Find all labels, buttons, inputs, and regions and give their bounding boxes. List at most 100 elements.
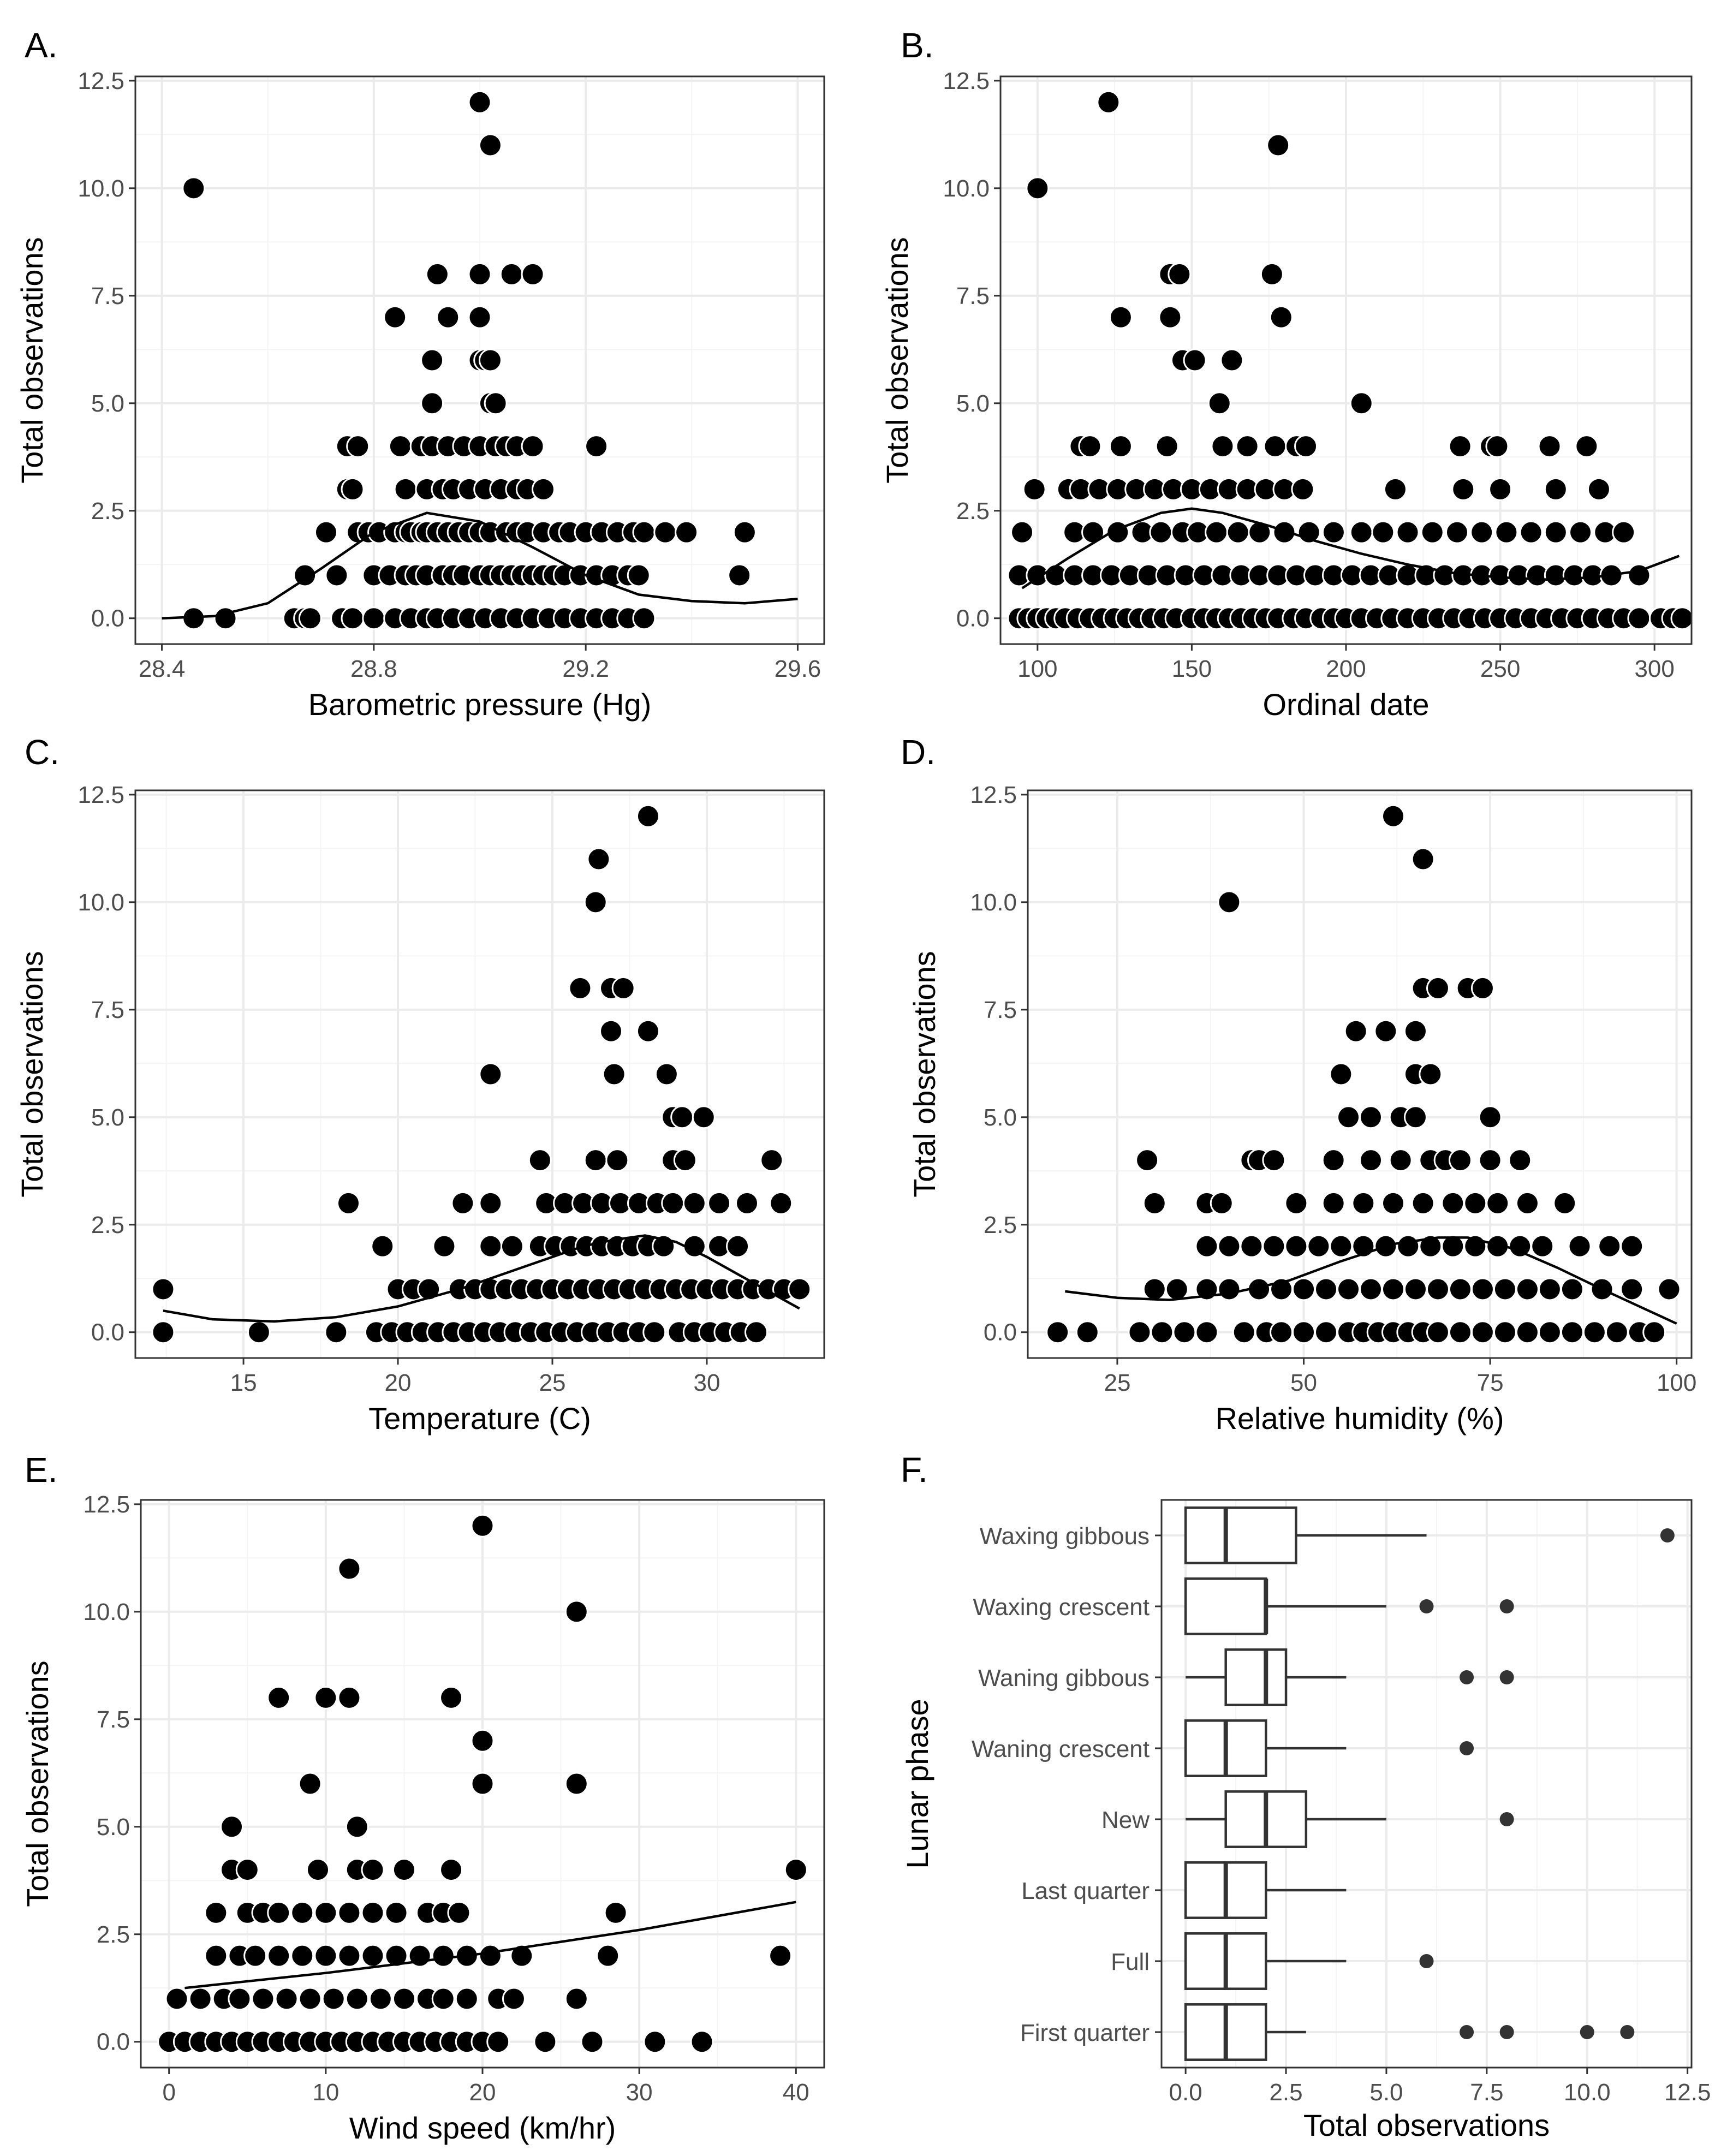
data-point — [362, 606, 386, 630]
data-point — [293, 563, 317, 587]
box-waxing-crescent — [1184, 1577, 1514, 1635]
data-point — [1451, 477, 1475, 501]
data-point — [653, 520, 677, 544]
data-point — [1403, 1019, 1427, 1043]
data-point — [451, 1191, 475, 1215]
data-point — [1486, 1191, 1510, 1215]
smooth-trend-line — [184, 1901, 796, 1990]
data-point — [602, 1062, 626, 1086]
x-tick-label: 20 — [385, 1369, 412, 1396]
box-iqr — [1184, 1506, 1297, 1564]
y-tick-label: 10.0 — [83, 1599, 130, 1625]
panel-label: C. — [25, 732, 59, 772]
outlier-point — [1580, 2025, 1594, 2039]
data-point — [479, 1191, 503, 1215]
category-label: Last quarter — [1021, 1878, 1150, 1904]
y-tick-label: 0.0 — [97, 2029, 130, 2056]
data-point — [1657, 1277, 1681, 1301]
data-point — [1374, 1019, 1398, 1043]
data-point — [1329, 1234, 1353, 1258]
data-point — [1508, 1148, 1532, 1172]
smooth-trend-line — [163, 1234, 800, 1323]
data-point — [1195, 1320, 1219, 1344]
plot-frame — [1027, 789, 1693, 1359]
data-point — [478, 348, 502, 372]
data-point — [583, 890, 608, 914]
data-point — [1026, 176, 1050, 200]
x-tick-label: 25 — [1104, 1369, 1130, 1396]
data-point — [447, 1901, 471, 1925]
x-tick-label: 28.4 — [139, 656, 186, 682]
panel-label: B. — [901, 26, 933, 65]
box-iqr — [1224, 1648, 1288, 1706]
data-point — [1448, 1148, 1472, 1172]
data-point — [1269, 305, 1293, 329]
data-point — [361, 1944, 385, 1968]
data-point — [1260, 262, 1284, 286]
data-point — [1478, 1148, 1502, 1172]
data-points — [1046, 804, 1681, 1344]
data-point — [682, 1191, 706, 1215]
data-point — [1075, 1320, 1099, 1344]
x-tick-label: 15 — [230, 1369, 257, 1396]
data-point — [707, 1191, 731, 1215]
data-point — [1448, 1277, 1472, 1301]
y-tick-label: 12.5 — [943, 68, 990, 94]
data-point — [1389, 1148, 1413, 1172]
data-point — [1515, 1277, 1539, 1301]
data-point — [784, 1858, 808, 1882]
data-point — [769, 1191, 793, 1215]
data-point — [1494, 520, 1518, 544]
data-point — [1396, 520, 1420, 544]
outlier-point — [1419, 1954, 1434, 1968]
data-point — [1022, 477, 1046, 501]
plot-frame — [1160, 1499, 1693, 2069]
data-point — [478, 133, 502, 157]
data-point — [1403, 1105, 1427, 1129]
panel-e-scatter: E. 0 10 20 30 40 0.0 2.5 5.0 7.5 10.0 12.5 Wind spee… — [20, 1450, 825, 2145]
data-point — [337, 1557, 361, 1581]
data-point — [1445, 520, 1469, 544]
data-point — [247, 1320, 271, 1344]
data-point — [1314, 1320, 1338, 1344]
panel-c-scatter: C. 15 20 25 30 0.0 2.5 5.0 7.5 10.0 12.5 Temperatur… — [15, 732, 825, 1436]
data-point — [1478, 1105, 1502, 1129]
data-point — [368, 1987, 392, 2011]
data-point — [1411, 1191, 1435, 1215]
box-waxing-gibbous — [1184, 1506, 1675, 1564]
data-point — [314, 1901, 338, 1925]
x-tick-label: 25 — [539, 1369, 566, 1396]
data-point — [468, 90, 492, 114]
data-point — [1383, 477, 1407, 501]
data-point — [1292, 1277, 1316, 1301]
data-point — [690, 2030, 714, 2054]
panel-a-scatter: A. 28.4 28.8 29.2 29.6 0.0 2.5 5.0 7.5 10.0 12.5 Ba… — [15, 26, 825, 722]
data-point — [1263, 434, 1287, 458]
data-point — [1135, 1148, 1159, 1172]
x-tick-label: 0.0 — [1169, 2079, 1202, 2106]
data-point — [1515, 1320, 1539, 1344]
data-point — [1240, 1234, 1264, 1258]
data-point — [1168, 262, 1192, 286]
data-point — [599, 1019, 623, 1043]
data-point — [1337, 1277, 1361, 1301]
x-tick-label: 29.2 — [562, 656, 609, 682]
panel-f-boxplot: F. 0.0 2.5 5.0 7.5 10.0 12.5 Waxing gibbous Waxi… — [900, 1450, 1711, 2142]
data-point — [1217, 1234, 1241, 1258]
data-point — [392, 1987, 416, 2011]
data-point — [1448, 434, 1472, 458]
data-point — [1605, 1320, 1629, 1344]
data-point — [478, 1944, 502, 1968]
data-point — [528, 1148, 552, 1172]
data-point — [1426, 1320, 1450, 1344]
data-point — [1292, 1320, 1316, 1344]
data-point — [371, 1234, 395, 1258]
data-point — [1337, 1105, 1361, 1129]
data-point — [654, 1062, 678, 1086]
data-point — [436, 305, 460, 329]
data-point — [204, 1944, 228, 1968]
data-point — [726, 1234, 750, 1258]
x-tick-label: 2.5 — [1269, 2079, 1302, 2106]
data-point — [675, 520, 699, 544]
data-point — [728, 563, 752, 587]
